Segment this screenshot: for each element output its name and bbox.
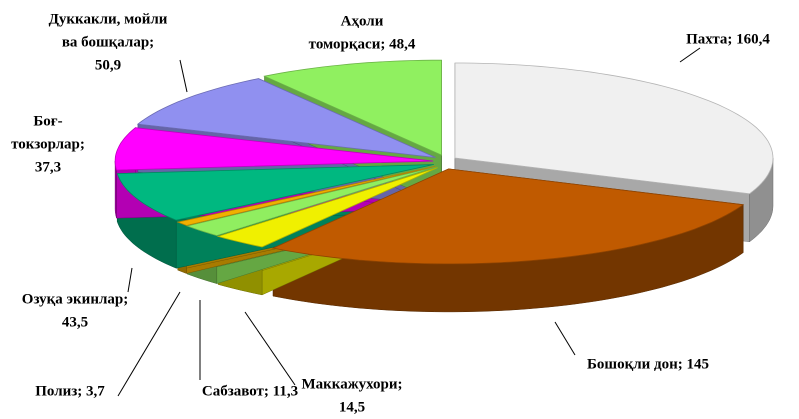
leader-line xyxy=(244,311,296,386)
leader-line xyxy=(117,291,181,397)
leader-line xyxy=(179,59,188,93)
slice-label: ва бошқалар; xyxy=(62,34,154,50)
slice xyxy=(114,127,434,171)
slice-label: Маккажухори; xyxy=(301,376,402,392)
slice xyxy=(116,164,434,221)
slice xyxy=(271,168,745,265)
slice-label: Озуқа экинлар; xyxy=(22,291,128,307)
slice-label: токзорлар; xyxy=(11,136,85,152)
slice-label: Полиз; 3,7 xyxy=(35,383,105,399)
slice-label: 50,9 xyxy=(95,57,121,73)
slice-label: 14,5 xyxy=(339,399,365,414)
leader-line xyxy=(554,321,576,356)
slice xyxy=(136,78,436,158)
slice xyxy=(263,59,442,156)
leader-line xyxy=(127,267,133,293)
leader-lines xyxy=(117,47,701,397)
slice xyxy=(185,166,437,237)
slice-label: 37,3 xyxy=(35,159,61,175)
slice xyxy=(454,62,774,195)
slice-label: Бошоқли дон; 145 xyxy=(587,356,709,372)
slice xyxy=(216,167,438,248)
slice xyxy=(176,165,436,226)
slice-label: Пахта; 160,4 xyxy=(686,31,770,47)
slice-label: томорқаси; 48,4 xyxy=(309,36,416,52)
slice-tops xyxy=(114,59,774,265)
slice-label: Сабзавот; 11,3 xyxy=(202,383,298,399)
slice-label: 43,5 xyxy=(62,314,88,330)
slice-label: Аҳоли xyxy=(341,13,384,29)
leader-line xyxy=(679,47,701,63)
slice-label: Дуккакли, мойли xyxy=(49,11,168,27)
slice-label: Боғ- xyxy=(33,113,62,129)
